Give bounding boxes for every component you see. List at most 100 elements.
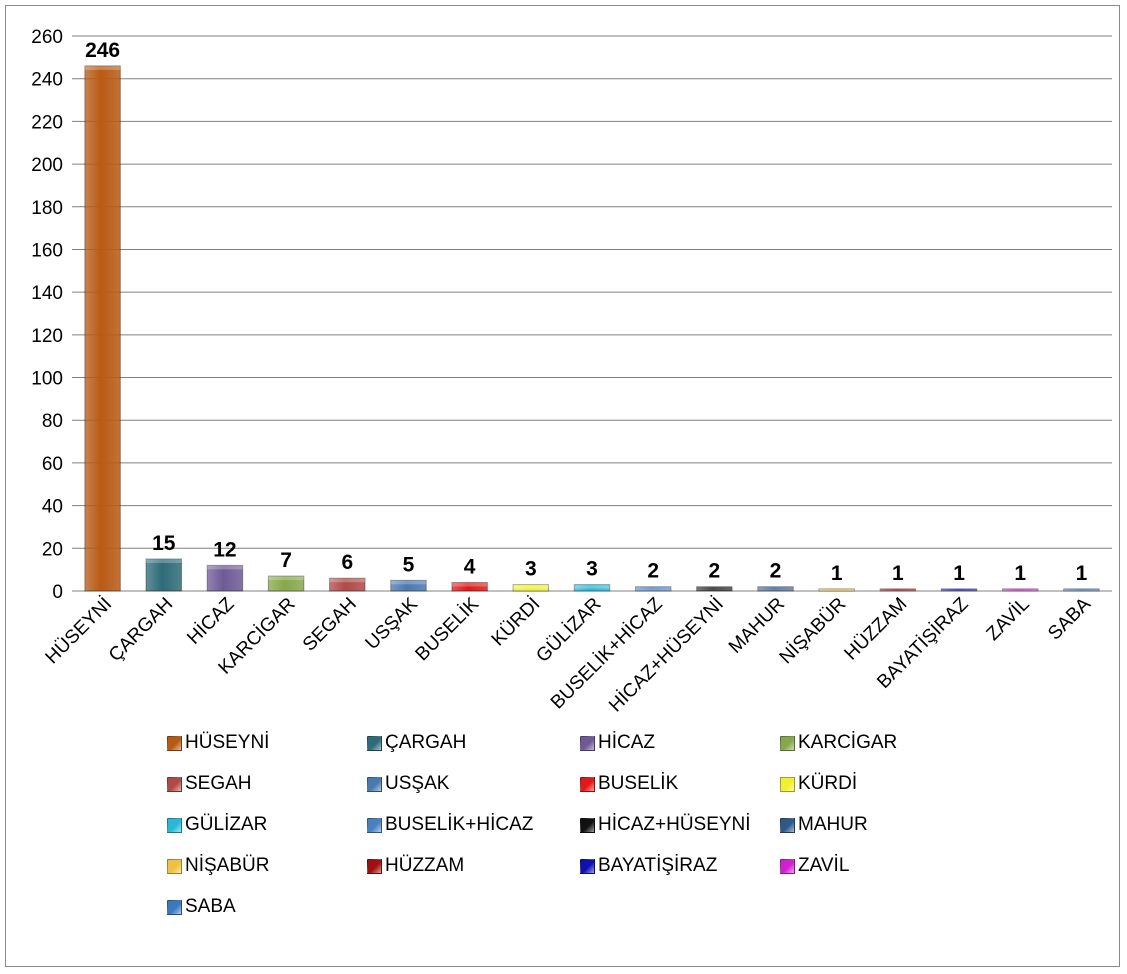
bar-top-highlight — [391, 580, 426, 584]
legend-label: NİŞABÜR — [185, 855, 269, 877]
legend-item: MAHUR — [780, 812, 868, 838]
legend-label: BUSELİK+HİCAZ — [385, 814, 533, 836]
y-tick-label: 140 — [31, 283, 63, 304]
legend-label: HİCAZ — [598, 732, 655, 754]
x-tick-label: SABA — [1044, 593, 1095, 644]
bar-top-highlight — [207, 565, 242, 569]
legend-swatch — [780, 777, 795, 792]
bar-top-highlight — [452, 582, 487, 586]
legend-item: SABA — [167, 894, 236, 920]
y-tick-label: 20 — [42, 539, 63, 560]
data-label: 2 — [770, 560, 782, 583]
x-tick-label: BUSELİK — [412, 593, 484, 665]
bar-top-highlight — [330, 578, 365, 582]
legend-item: USŞAK — [367, 771, 449, 797]
legend-item: ÇARGAH — [367, 730, 466, 756]
legend-item: NİŞABÜR — [167, 853, 269, 879]
x-tick-label: ÇARGAH — [105, 594, 177, 666]
data-label: 7 — [280, 549, 292, 572]
legend-label: GÜLİZAR — [185, 814, 267, 836]
legend-label: SABA — [185, 896, 236, 918]
legend-item: BUSELİK — [580, 771, 678, 797]
legend-swatch — [780, 818, 795, 833]
legend-label: HÜSEYNİ — [185, 732, 269, 754]
bar-top-highlight — [268, 576, 303, 580]
bar — [146, 559, 181, 591]
data-label: 5 — [403, 553, 415, 576]
legend-label: ÇARGAH — [385, 732, 466, 754]
legend-swatch — [580, 859, 595, 874]
legend-item: BUSELİK+HİCAZ — [367, 812, 533, 838]
data-label: 1 — [1076, 562, 1088, 585]
data-label: 3 — [586, 558, 598, 581]
x-tick-label: HİCAZ+HÜSEYNİ — [605, 594, 728, 717]
legend-label: KARCİGAR — [798, 732, 897, 754]
y-tick-label: 0 — [52, 582, 63, 603]
y-tick-label: 260 — [31, 27, 63, 48]
bar-top-highlight — [1002, 589, 1037, 591]
legend-swatch — [580, 777, 595, 792]
legend-item: HÜSEYNİ — [167, 730, 269, 756]
legend-item: ZAVİL — [780, 853, 849, 879]
legend-item: HİCAZ — [580, 730, 655, 756]
legend-item: SEGAH — [167, 771, 252, 797]
bar — [85, 66, 120, 591]
y-tick-label: 240 — [31, 70, 63, 91]
bar-top-highlight — [85, 66, 120, 70]
legend-label: HÜZZAM — [385, 855, 464, 877]
data-label: 15 — [152, 532, 176, 555]
bar-top-highlight — [758, 587, 793, 591]
data-label: 1 — [831, 562, 843, 585]
legend-label: BAYATİŞİRAZ — [598, 855, 717, 877]
legend-label: USŞAK — [385, 773, 449, 795]
x-tick-label: NİŞABÜR — [776, 594, 851, 669]
legend-swatch — [167, 777, 182, 792]
bar-top-highlight — [146, 559, 181, 563]
data-label: 6 — [341, 551, 353, 574]
x-tick-label: BUSELİK+HİCAZ — [547, 593, 667, 713]
legend-label: SEGAH — [185, 773, 252, 795]
data-label: 1 — [892, 562, 904, 585]
legend-item: HÜZZAM — [367, 853, 464, 879]
legend-swatch — [167, 736, 182, 751]
bar-top-highlight — [697, 587, 732, 591]
data-label: 4 — [464, 555, 476, 578]
legend-swatch — [167, 900, 182, 915]
legend-swatch — [780, 859, 795, 874]
legend-swatch — [167, 818, 182, 833]
y-tick-label: 80 — [42, 411, 63, 432]
data-label: 3 — [525, 558, 537, 581]
data-labels: 246 15 12 7 6 5 4 3 3 2 2 2 1 1 1 1 1 — [85, 39, 1088, 585]
y-tick-label: 120 — [31, 326, 63, 347]
legend-label: KÜRDİ — [798, 773, 857, 795]
x-tick-label: ZAVİL — [983, 594, 1034, 645]
legend-swatch — [580, 736, 595, 751]
bars — [85, 66, 1099, 591]
legend-item: KARCİGAR — [780, 730, 897, 756]
legend-label: HİCAZ+HÜSEYNİ — [598, 814, 751, 836]
x-tick-label: MAHUR — [725, 594, 789, 658]
legend-swatch — [780, 736, 795, 751]
legend-item: HİCAZ+HÜSEYNİ — [580, 812, 751, 838]
y-tick-label: 200 — [31, 155, 63, 176]
bar-top-highlight — [513, 585, 548, 589]
bar-top-highlight — [574, 585, 609, 589]
y-tick-label: 180 — [31, 198, 63, 219]
legend-swatch — [367, 777, 382, 792]
legend-label: ZAVİL — [798, 855, 849, 877]
data-label: 1 — [953, 562, 965, 585]
legend-item: KÜRDİ — [780, 771, 857, 797]
bar-top-highlight — [880, 589, 915, 591]
x-tick-label: KÜRDİ — [488, 594, 545, 651]
legend-item: GÜLİZAR — [167, 812, 267, 838]
x-tick-label: SEGAH — [299, 594, 361, 656]
legend-label: MAHUR — [798, 814, 868, 836]
data-label: 2 — [647, 560, 659, 583]
legend-item: BAYATİŞİRAZ — [580, 853, 717, 879]
y-tick-label: 160 — [31, 240, 63, 261]
data-label: 12 — [213, 538, 236, 561]
legend-swatch — [367, 859, 382, 874]
x-tick-label: HİCAZ — [183, 593, 238, 648]
x-tick-label: USŞAK — [362, 593, 423, 654]
